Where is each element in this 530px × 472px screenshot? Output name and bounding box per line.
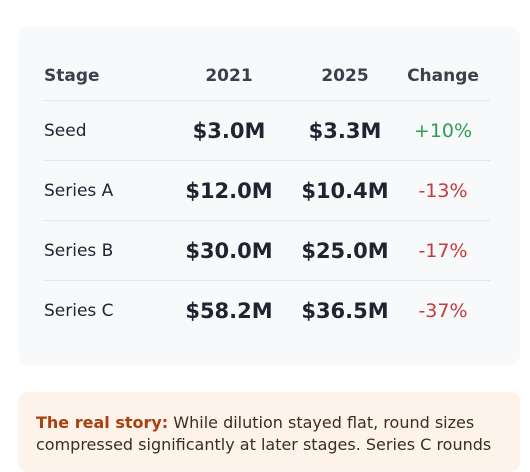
value-2025: $25.0M — [301, 238, 389, 263]
header-stage: Stage — [44, 66, 100, 86]
header-2021: 2021 — [205, 66, 253, 86]
table-row: Series A $12.0M $10.4M -13% — [44, 160, 490, 220]
table-row: Seed $3.0M $3.3M +10% — [44, 100, 490, 160]
change-value: -17% — [418, 239, 468, 262]
header-change: Change — [407, 66, 479, 86]
table-row: Series B $30.0M $25.0M -17% — [44, 220, 490, 280]
insight-callout: The real story: While dilution stayed fl… — [18, 392, 520, 472]
change-value: +10% — [413, 119, 473, 142]
value-2025: $36.5M — [301, 298, 389, 323]
value-2021: $58.2M — [185, 298, 273, 323]
value-2025: $10.4M — [301, 178, 389, 203]
stage-label: Series B — [44, 240, 114, 261]
comparison-card: Stage 2021 2025 Change Seed $3.0M $3.3M … — [18, 27, 520, 365]
value-2021: $12.0M — [185, 178, 273, 203]
value-2025: $3.3M — [308, 118, 382, 143]
callout-lead: The real story: — [36, 413, 169, 432]
stage-label: Seed — [44, 120, 87, 141]
table-header-row: Stage 2021 2025 Change — [44, 52, 490, 100]
round-size-table: Stage 2021 2025 Change Seed $3.0M $3.3M … — [44, 52, 490, 340]
value-2021: $30.0M — [185, 238, 273, 263]
header-2025: 2025 — [321, 66, 369, 86]
change-value: -13% — [418, 179, 468, 202]
value-2021: $3.0M — [192, 118, 266, 143]
stage-label: Series A — [44, 180, 114, 201]
stage-label: Series C — [44, 300, 114, 321]
change-value: -37% — [418, 299, 468, 322]
table-row: Series C $58.2M $36.5M -37% — [44, 280, 490, 340]
